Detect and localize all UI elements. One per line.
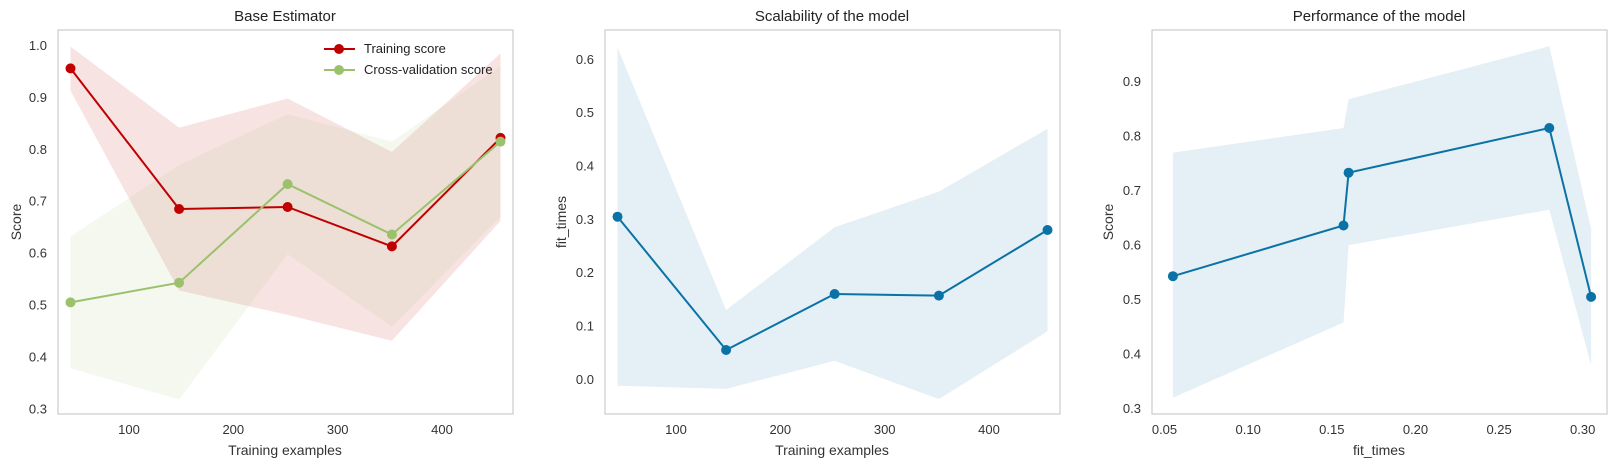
y-tick-label: 0.7 [1123, 183, 1141, 198]
confidence-bands [70, 46, 501, 400]
x-axis-label: fit_times [1353, 442, 1405, 458]
x-tick-labels: 0.05 0.10 0.15 0.20 0.25 0.30 [1152, 422, 1596, 437]
confidence-band-series-0 [617, 47, 1048, 400]
series-points [612, 211, 1053, 355]
y-tick-labels: 0.3 0.4 0.5 0.6 0.7 0.8 0.9 1.0 [29, 38, 47, 416]
data-point-series-0-0 [612, 211, 623, 222]
x-axis-label: Training examples [775, 442, 889, 458]
plot-frame [1151, 29, 1608, 415]
confidence-band-series-0 [1172, 46, 1592, 398]
x-tick-label: 200 [222, 422, 244, 437]
data-point-series-0-2 [829, 289, 840, 299]
y-tick-label: 0.9 [29, 90, 47, 105]
data-point-series-0-3 [1544, 123, 1555, 133]
legend-label-training: Training score [364, 41, 446, 56]
series-points [65, 63, 506, 308]
x-tick-label: 0.30 [1570, 422, 1595, 437]
legend-marker-training [334, 44, 344, 54]
y-tick-label: 0.3 [1123, 401, 1141, 416]
y-tick-label: 0.3 [576, 212, 594, 227]
x-tick-label: 300 [327, 422, 349, 437]
data-point-series-0-1 [174, 204, 185, 214]
data-point-series-0-1 [1338, 220, 1349, 231]
x-tick-label: 100 [665, 422, 687, 437]
legend-marker-cv [334, 65, 344, 75]
x-tick-label: 0.20 [1403, 422, 1428, 437]
y-tick-label: 0.3 [29, 401, 47, 416]
x-tick-label: 200 [769, 422, 791, 437]
y-tick-label: 0.7 [29, 194, 47, 209]
data-point-series-0-4 [1042, 225, 1053, 235]
x-tick-label: 400 [431, 422, 453, 437]
data-point-series-0-3 [933, 290, 944, 301]
data-point-series-1-4 [495, 136, 506, 147]
data-point-series-1-3 [386, 229, 397, 240]
y-tick-label: 0.4 [29, 349, 47, 364]
plot-frame [57, 29, 514, 415]
chart-title: Performance of the model [1293, 8, 1466, 25]
y-tick-labels: 0.3 0.4 0.5 0.6 0.7 0.8 0.9 [1123, 74, 1141, 416]
x-tick-label: 300 [874, 422, 896, 437]
y-tick-label: 0.1 [576, 319, 594, 334]
y-tick-label: 0.5 [1123, 292, 1141, 307]
data-point-series-1-1 [174, 277, 185, 288]
y-axis-label: Score [1100, 204, 1116, 241]
series-points [1167, 123, 1597, 302]
confidence-bands [617, 47, 1048, 400]
data-point-series-0-4 [1586, 291, 1597, 302]
y-tick-label: 0.4 [576, 159, 594, 174]
data-point-series-0-2 [282, 202, 293, 212]
data-point-series-0-2 [1343, 167, 1354, 178]
y-tick-label: 0.5 [576, 105, 594, 120]
panel-performance: Performance of the model 0.05 0.10 0.15 0.2… [1100, 8, 1608, 458]
confidence-bands [1172, 46, 1592, 398]
data-point-series-0-3 [386, 241, 397, 252]
y-tick-label: 0.5 [29, 298, 47, 313]
legend-label-cv: Cross-validation score [364, 62, 493, 77]
y-tick-label: 0.4 [1123, 347, 1141, 362]
x-tick-label: 0.25 [1486, 422, 1511, 437]
x-tick-label: 0.05 [1152, 422, 1177, 437]
chart-title: Base Estimator [234, 8, 336, 25]
panel-scalability: Scalability of the model 100 200 300 400 0.… [553, 8, 1061, 458]
y-tick-label: 0.9 [1123, 74, 1141, 89]
y-axis-label: fit_times [553, 196, 569, 248]
x-tick-label: 400 [978, 422, 1000, 437]
x-tick-label: 0.10 [1236, 422, 1261, 437]
plot-frame [604, 29, 1061, 415]
y-tick-label: 0.8 [29, 142, 47, 157]
confidence-band-series-0 [70, 46, 501, 341]
x-axis-label: Training examples [228, 442, 342, 458]
y-tick-labels: 0.0 0.1 0.2 0.3 0.4 0.5 0.6 [576, 52, 594, 387]
y-tick-label: 1.0 [29, 38, 47, 53]
data-point-series-0-0 [65, 63, 76, 74]
confidence-band-series-1 [70, 66, 501, 400]
y-tick-label: 0.6 [29, 246, 47, 261]
data-point-series-0-0 [1167, 271, 1178, 282]
chart-title: Scalability of the model [755, 8, 909, 25]
panel-base-estimator: Base Estimator 100 200 300 400 0.3 0.4 0.5 0.6… [8, 8, 514, 458]
y-axis-label: Score [8, 204, 24, 241]
x-tick-label: 100 [118, 422, 140, 437]
x-tick-labels: 100 200 300 400 [665, 422, 1000, 437]
data-point-series-1-0 [65, 297, 76, 308]
y-tick-label: 0.8 [1123, 129, 1141, 144]
data-point-series-0-1 [721, 345, 732, 355]
y-tick-label: 0.0 [576, 372, 594, 387]
y-tick-label: 0.2 [576, 265, 594, 280]
data-point-series-1-2 [282, 179, 293, 190]
y-tick-label: 0.6 [576, 52, 594, 67]
legend: Training score Cross-validation score [324, 41, 493, 77]
x-tick-label: 0.15 [1319, 422, 1344, 437]
y-tick-label: 0.6 [1123, 238, 1141, 253]
x-tick-labels: 100 200 300 400 [118, 422, 453, 437]
